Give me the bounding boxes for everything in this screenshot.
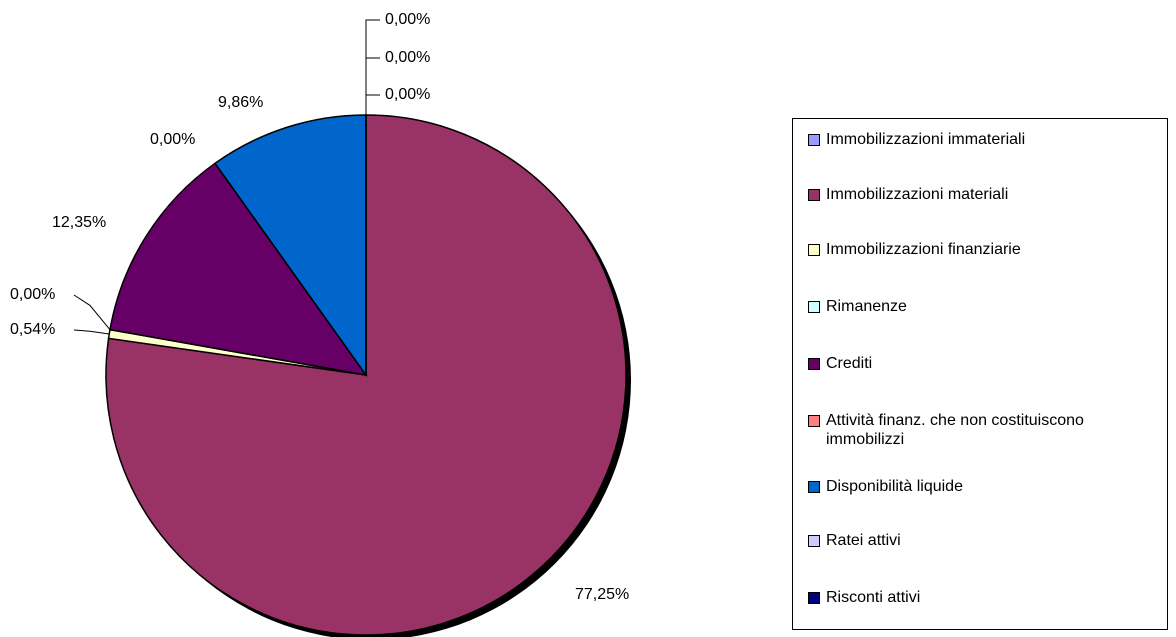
legend-label: Crediti (826, 355, 873, 372)
legend-swatch (808, 592, 820, 604)
legend-swatch (808, 301, 820, 313)
legend: Immobilizzazioni immateriali Immobilizzaz… (792, 118, 1168, 630)
legend-item: Risconti attivi (808, 588, 1158, 607)
legend-item: Immobilizzazioni finanziarie (808, 240, 1158, 259)
data-label: 0,00% (385, 49, 430, 66)
leader-line (365, 57, 380, 115)
legend-item: Rimanenze (808, 297, 1158, 316)
legend-swatch (808, 358, 820, 370)
legend-item: Immobilizzazioni materiali (808, 185, 1158, 204)
legend-label: Immobilizzazioni immateriali (826, 131, 1026, 148)
leader-line (365, 94, 380, 115)
data-label: 77,25% (575, 586, 629, 603)
legend-label: Immobilizzazioni finanziarie (826, 241, 1021, 258)
legend-swatch (808, 481, 820, 493)
data-label: 0,00% (385, 11, 430, 28)
legend-swatch (808, 535, 820, 547)
legend-swatch (808, 244, 820, 256)
leader-line (73, 294, 111, 330)
data-label: 0,00% (150, 131, 195, 148)
leader-line (365, 19, 380, 115)
data-label: 0,00% (10, 286, 55, 303)
data-label: 9,86% (218, 94, 263, 111)
legend-label: Ratei attivi (826, 532, 901, 549)
data-label: 12,35% (52, 214, 106, 231)
pie-slice (213, 114, 367, 378)
legend-swatch (808, 189, 820, 201)
leader-line (73, 329, 110, 335)
legend-item: Immobilizzazioni immateriali (808, 130, 1158, 149)
data-label: 0,54% (10, 321, 55, 338)
legend-item: Ratei attivi (808, 531, 1158, 550)
legend-label: Risconti attivi (826, 589, 921, 606)
data-label: 0,00% (385, 86, 430, 103)
legend-item: Attività finanz. che non costituiscono i… (808, 411, 1158, 449)
pie-slice (105, 114, 627, 636)
legend-label: Attività finanz. che non costituiscono i… (826, 412, 1084, 448)
legend-item: Disponibilità liquide (808, 477, 1158, 496)
legend-swatch (808, 415, 820, 427)
pie-slice (109, 162, 368, 377)
legend-item: Crediti (808, 354, 1158, 373)
legend-label: Immobilizzazioni materiali (826, 186, 1009, 203)
legend-label: Rimanenze (826, 298, 907, 315)
legend-label: Disponibilità liquide (826, 478, 963, 495)
legend-swatch (808, 134, 820, 146)
